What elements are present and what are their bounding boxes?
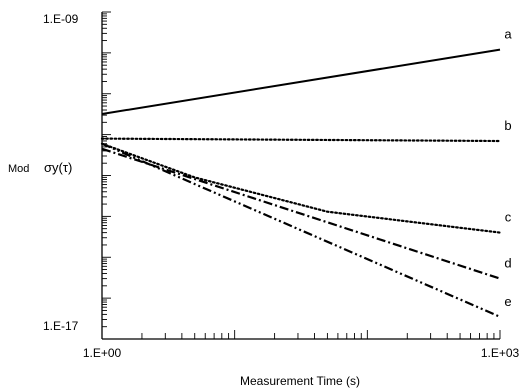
series-label-d: d [504, 256, 511, 271]
series-label-b: b [504, 118, 511, 133]
series-line-d [101, 147, 501, 280]
series-line-e [101, 142, 501, 318]
y-tick-label-bottom: 1.E-17 [43, 319, 79, 333]
y-axis-label: Mod [8, 163, 29, 175]
series-line-c [100, 142, 502, 234]
series-labels: a b c d e [504, 27, 512, 309]
x-tick-label-right: 1.E+03 [481, 346, 520, 360]
y-axis-symbol: σy(τ) [44, 160, 72, 175]
y-tick-label-top: 1.E-09 [43, 12, 79, 26]
series-label-c: c [505, 210, 512, 225]
axes [101, 11, 501, 340]
series-line-b [100, 137, 502, 143]
x-tick-label-left: 1.E+00 [83, 346, 122, 360]
series-line-a [101, 48, 501, 115]
series-layer [100, 48, 502, 318]
series-label-e: e [504, 294, 511, 309]
x-axis-label: Measurement Time (s) [240, 374, 360, 388]
series-label-a: a [504, 27, 512, 42]
